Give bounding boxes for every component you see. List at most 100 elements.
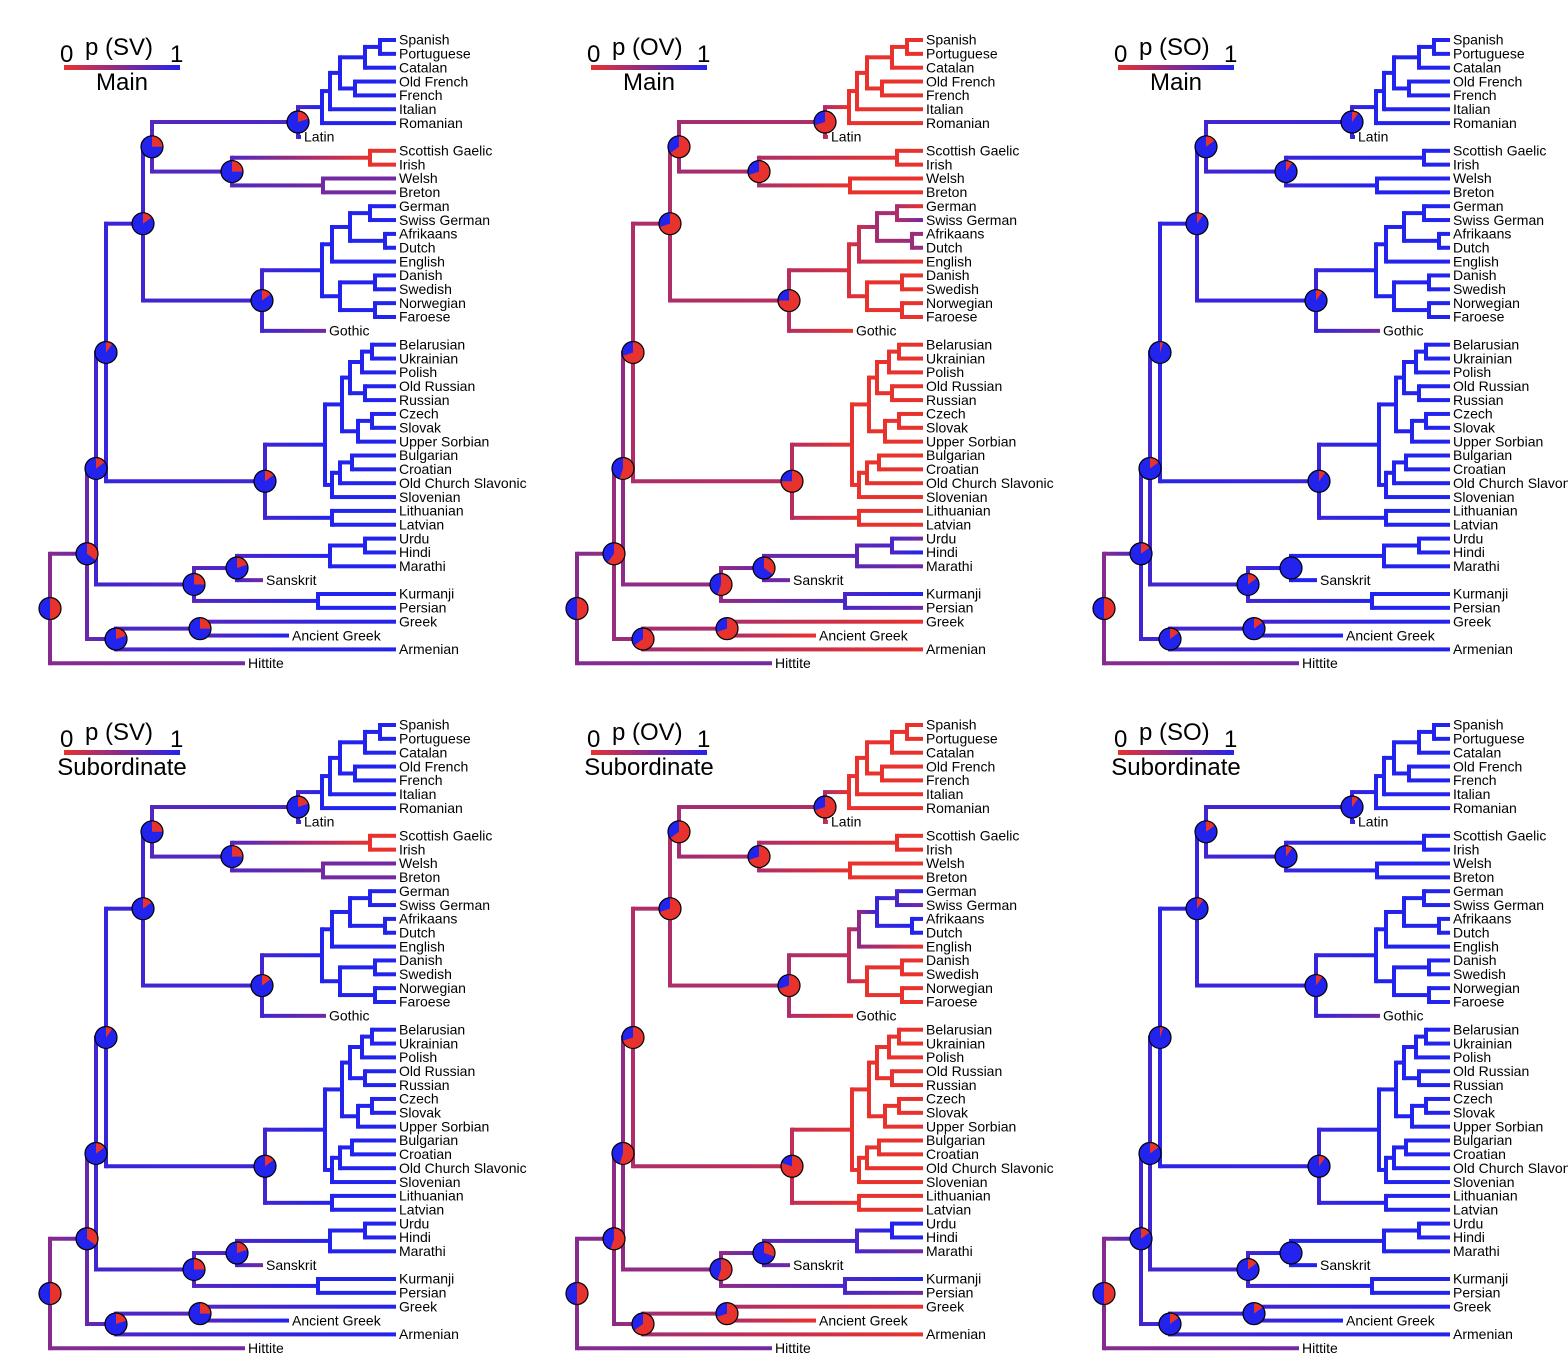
branch-g_sw (867, 280, 903, 285)
node-pie-upper (658, 212, 682, 236)
branch-norwegian (375, 301, 396, 306)
branch-g_nf (867, 993, 903, 998)
leaf-label-french: French (399, 772, 443, 788)
branch-belarusian (1426, 342, 1450, 347)
leaf-label-polish: Polish (399, 364, 437, 380)
branch-scottish-gaelic (1424, 148, 1450, 153)
leaf-label-marathi: Marathi (399, 1243, 446, 1259)
leaf-label-ancient-greek: Ancient Greek (292, 627, 382, 643)
legend-title: p (OV) (612, 719, 683, 746)
branch-urdu (365, 1221, 396, 1226)
leaf-label-welsh: Welsh (399, 170, 438, 186)
legend-tick-low: 0 (587, 726, 600, 753)
branch-lithuanian (859, 1193, 923, 1198)
branch-dutch (912, 245, 923, 250)
branch-ir (1248, 1283, 1373, 1288)
branch-r_a (867, 55, 893, 60)
branch-slovenian (332, 495, 396, 500)
branch-spanish (380, 723, 396, 727)
branch-latin (825, 134, 828, 139)
leaf-label-armenian: Armenian (926, 641, 986, 657)
branch-r_of (867, 771, 883, 776)
branch-afrikaans (385, 916, 396, 921)
leaf-label-ukrainian: Ukrainian (1453, 350, 1512, 366)
node-pie-upper (1185, 212, 1209, 236)
leaf-label-old-french: Old French (399, 758, 468, 774)
branch-swiss-german (897, 903, 923, 908)
branch-s_b (869, 429, 886, 434)
leaf-label-irish: Irish (399, 841, 425, 857)
leaf-label-french: French (926, 87, 970, 103)
branch-persian (1372, 1290, 1450, 1295)
leaf-label-bulgarian: Bulgarian (399, 1132, 458, 1148)
branch-r_sp_pt (365, 44, 381, 49)
node-pie-ia (752, 1241, 776, 1265)
branch-old-russian (892, 384, 923, 389)
leaf-label-marathi: Marathi (399, 558, 446, 574)
branch-r_d (298, 105, 323, 110)
leaf-label-german: German (399, 198, 450, 214)
node-pie-n1 (75, 542, 99, 566)
node-pie-n1 (602, 542, 626, 566)
branch-italian (857, 792, 923, 797)
leaf-label-polish: Polish (1453, 1049, 1491, 1065)
branch-old-church-slavonic (340, 1166, 396, 1171)
node-pie-grk (1242, 617, 1266, 641)
leaf-label-old-french: Old French (1453, 758, 1522, 774)
branch-hindi (1419, 1235, 1450, 1240)
branch-italian (1384, 107, 1450, 112)
node-pie-celt (1274, 844, 1298, 869)
branch-polish (889, 370, 923, 375)
leaf-label-marathi: Marathi (926, 558, 973, 574)
leaf-label-german: German (926, 883, 977, 899)
branch-s_e (1379, 482, 1387, 487)
leaf-label-swedish: Swedish (1453, 281, 1506, 297)
branch-welsh (323, 176, 396, 181)
leaf-label-hittite: Hittite (1302, 1340, 1338, 1356)
branch-s_or (1404, 1076, 1420, 1081)
leaf-label-welsh: Welsh (926, 855, 965, 871)
node-pie-upper (658, 897, 682, 921)
legend: 0 1 p (SO) Subordinate (1111, 719, 1240, 781)
leaf-label-scottish-gaelic: Scottish Gaelic (926, 143, 1019, 159)
branch-portuguese (1434, 736, 1450, 741)
leaf-label-belarusian: Belarusian (399, 1021, 465, 1037)
branch-n1 (50, 1236, 88, 1241)
branch-polish (362, 370, 396, 375)
leaf-label-swiss-german: Swiss German (1453, 897, 1544, 913)
branch-italian (330, 792, 396, 797)
leaf-label-polish: Polish (926, 364, 964, 380)
leaf-label-danish: Danish (1453, 267, 1497, 283)
leaf-label-english: English (399, 938, 445, 954)
leaf-label-ancient-greek: Ancient Greek (1346, 627, 1436, 643)
branch-r_sp_pt (1419, 44, 1435, 49)
branch-greek (1254, 619, 1450, 624)
branch-ital (679, 120, 826, 125)
branch-arm (1141, 637, 1171, 642)
legend-color-bar (64, 65, 180, 70)
branch-german (897, 889, 923, 894)
leaf-label-old-russian: Old Russian (1453, 378, 1529, 394)
leaf-label-slovenian: Slovenian (926, 489, 988, 505)
leaf-label-old-french: Old French (1453, 73, 1522, 89)
branch-ital (1206, 120, 1353, 125)
leaf-label-portuguese: Portuguese (926, 731, 998, 747)
node-pie-root (565, 596, 589, 621)
leaf-label-hindi: Hindi (1453, 544, 1485, 560)
leaf-label-swedish: Swedish (1453, 966, 1506, 982)
branch-polish (889, 1055, 923, 1060)
leaf-label-old-russian: Old Russian (926, 378, 1002, 394)
branch-swedish (902, 287, 923, 292)
leaf-label-swiss-german: Swiss German (399, 212, 490, 228)
leaf-label-danish: Danish (399, 267, 443, 283)
branch-hindi (365, 1235, 396, 1240)
branch-armenian (1170, 1332, 1450, 1337)
leaf-label-urdu: Urdu (1453, 530, 1483, 546)
branch-kurmanji (318, 1277, 396, 1281)
leaf-label-gothic: Gothic (1383, 1008, 1423, 1024)
branch-irish (370, 162, 396, 167)
branch-arm (87, 1322, 117, 1327)
branch-russian (365, 398, 396, 403)
leaf-label-norwegian: Norwegian (1453, 980, 1520, 996)
branch-swiss-german (897, 218, 923, 223)
